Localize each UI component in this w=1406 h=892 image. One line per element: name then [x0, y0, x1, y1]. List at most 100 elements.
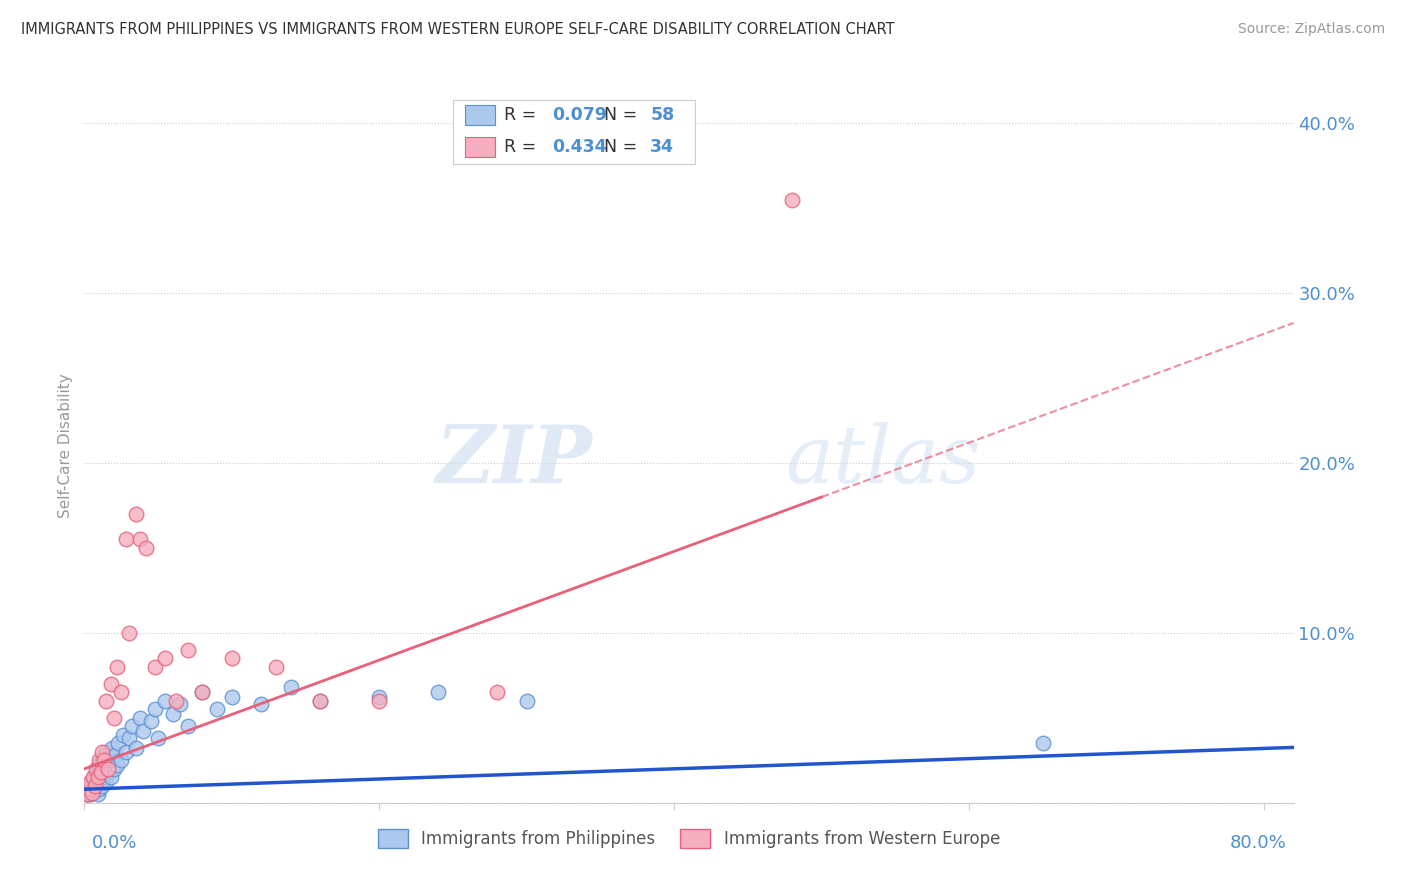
Point — [90, 775, 112, 789]
Point — [169, 698, 191, 712]
Point — [98, 753, 121, 767]
Point — [117, 731, 139, 746]
Text: Source: ZipAtlas.com: Source: ZipAtlas.com — [1237, 22, 1385, 37]
Point — [165, 694, 187, 708]
Point — [155, 651, 177, 665]
Point — [104, 748, 127, 763]
Point — [176, 719, 198, 733]
Point — [117, 626, 139, 640]
Point — [205, 702, 228, 716]
Text: 0.079: 0.079 — [553, 106, 607, 124]
Point — [90, 765, 112, 780]
Point — [105, 758, 128, 772]
Point — [79, 787, 101, 801]
Text: 80.0%: 80.0% — [1230, 834, 1286, 852]
Point — [114, 533, 136, 547]
Point — [100, 677, 122, 691]
Text: 58: 58 — [650, 106, 675, 124]
Point — [97, 765, 120, 780]
Point — [76, 787, 98, 801]
Point — [221, 651, 243, 665]
Point — [280, 680, 302, 694]
Point — [486, 685, 509, 699]
Text: ZIP: ZIP — [436, 422, 592, 499]
Point — [368, 694, 391, 708]
Point — [176, 643, 198, 657]
Point — [82, 772, 104, 786]
Text: atlas: atlas — [786, 422, 981, 499]
Point — [309, 694, 332, 708]
Point — [83, 779, 105, 793]
Point — [132, 724, 155, 739]
Point — [96, 745, 118, 759]
Point — [93, 753, 115, 767]
Point — [100, 770, 122, 784]
Text: 0.434: 0.434 — [553, 138, 607, 156]
Point — [91, 779, 114, 793]
Point — [84, 765, 107, 780]
Point — [139, 714, 162, 729]
Point — [83, 770, 105, 784]
Point — [162, 707, 184, 722]
Point — [83, 782, 105, 797]
Point — [221, 690, 243, 705]
Point — [96, 775, 118, 789]
FancyBboxPatch shape — [465, 105, 495, 125]
Point — [146, 731, 169, 746]
Point — [80, 782, 103, 797]
Point — [76, 787, 98, 801]
Point — [97, 762, 120, 776]
Point — [250, 698, 273, 712]
Point — [780, 193, 803, 207]
Point — [516, 694, 538, 708]
Point — [129, 533, 152, 547]
Point — [84, 762, 107, 776]
Point — [87, 758, 110, 772]
Point — [105, 660, 128, 674]
FancyBboxPatch shape — [465, 137, 495, 157]
Point — [101, 741, 124, 756]
Point — [84, 779, 107, 793]
Point — [87, 782, 110, 797]
Point — [87, 770, 110, 784]
Point — [264, 660, 287, 674]
Point — [82, 786, 104, 800]
Point — [96, 694, 118, 708]
Point — [111, 728, 134, 742]
Point — [93, 748, 115, 763]
Point — [86, 762, 108, 776]
Point — [77, 782, 100, 797]
Point — [121, 719, 143, 733]
Point — [309, 694, 332, 708]
Point — [91, 753, 114, 767]
Point — [143, 660, 166, 674]
Point — [90, 765, 112, 780]
Point — [1032, 736, 1054, 750]
Text: N =: N = — [605, 138, 643, 156]
Point — [91, 745, 114, 759]
Point — [125, 741, 148, 756]
Point — [191, 685, 214, 699]
Point — [155, 694, 177, 708]
Y-axis label: Self-Care Disability: Self-Care Disability — [58, 374, 73, 518]
Point — [143, 702, 166, 716]
Point — [77, 779, 100, 793]
Point — [427, 685, 450, 699]
FancyBboxPatch shape — [453, 100, 695, 164]
Point — [110, 685, 132, 699]
Point — [107, 736, 129, 750]
Text: 0.0%: 0.0% — [91, 834, 136, 852]
Point — [87, 753, 110, 767]
Legend: Immigrants from Philippines, Immigrants from Western Europe: Immigrants from Philippines, Immigrants … — [371, 822, 1007, 855]
Point — [79, 775, 101, 789]
Text: N =: N = — [605, 106, 643, 124]
Point — [93, 770, 115, 784]
Point — [110, 753, 132, 767]
Text: IMMIGRANTS FROM PHILIPPINES VS IMMIGRANTS FROM WESTERN EUROPE SELF-CARE DISABILI: IMMIGRANTS FROM PHILIPPINES VS IMMIGRANT… — [21, 22, 894, 37]
Point — [103, 711, 125, 725]
Point — [82, 770, 104, 784]
Point — [191, 685, 214, 699]
Point — [80, 786, 103, 800]
Point — [86, 770, 108, 784]
Point — [114, 745, 136, 759]
